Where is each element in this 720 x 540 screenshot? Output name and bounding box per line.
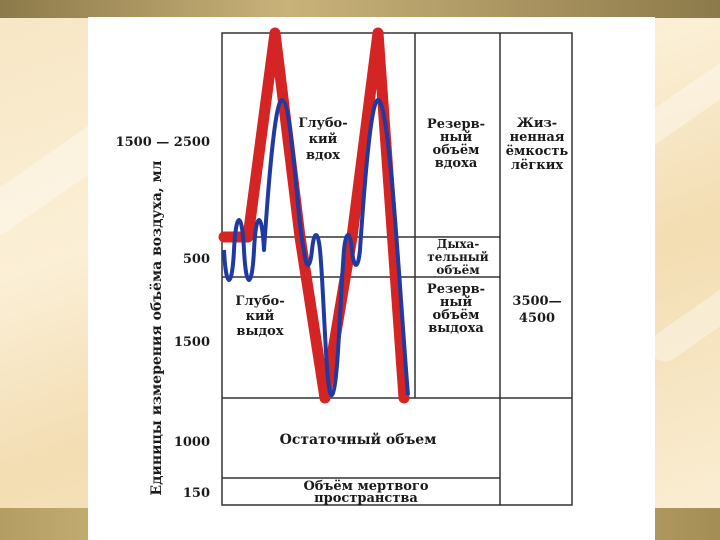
vital-capacity-label: Жиз- ненная ёмкость лёгких [506,116,569,173]
vital-capacity-value: 3500— 4500 [512,294,561,326]
svg-text:лёгких: лёгких [511,158,563,173]
svg-text:ёмкость: ёмкость [506,144,569,159]
svg-text:кий: кий [246,309,275,324]
grid-lines [221,32,573,506]
blue-curve [222,98,410,398]
svg-text:кий: кий [309,132,338,147]
scale-label: 1000 [174,435,210,450]
deep-exhale-label: Глубо- кий выдох [235,294,284,339]
svg-text:Глубо-: Глубо- [235,294,284,309]
svg-text:3500—: 3500— [512,294,561,309]
residual-volume-label: Остаточный объем [280,431,437,448]
svg-text:Жиз-: Жиз- [517,116,557,131]
tidal-volume-label: Дыха- тельный объём [427,237,488,277]
top-decor-band [0,0,720,18]
svg-text:объём: объём [433,308,480,323]
red-curve [218,27,410,404]
expiratory-reserve-label: Резерв- ный объём выдоха [427,282,485,336]
scale-label: 1500 [174,335,210,350]
svg-text:Резерв-: Резерв- [427,282,485,297]
svg-text:Дыха-: Дыха- [437,237,480,251]
deep-inhale-label: Глубо- кий вдох [298,116,347,163]
inspiratory-reserve-label: Резерв- ный объём вдоха [427,117,485,171]
dead-space-label: Объём мертвого пространства [303,479,428,506]
grid-frame [221,32,573,506]
svg-text:ненная: ненная [510,130,565,145]
svg-text:Глубо-: Глубо- [298,116,347,131]
svg-text:ный: ный [440,295,473,310]
svg-text:вдоха: вдоха [435,156,478,171]
svg-text:ный: ный [440,130,473,145]
svg-text:4500: 4500 [519,311,555,326]
svg-text:вдох: вдох [306,148,340,163]
svg-text:пространства: пространства [314,491,418,506]
svg-text:объём: объём [433,143,480,158]
svg-text:Резерв-: Резерв- [427,117,485,132]
scale-label: 500 [183,252,210,267]
svg-text:тельный: тельный [427,250,488,264]
svg-text:выдох: выдох [236,324,283,339]
svg-text:объём: объём [436,263,480,277]
svg-text:Объём мертвого: Объём мертвого [303,479,428,494]
svg-text:выдоха: выдоха [428,321,484,336]
scale-label: 1500 — 2500 [116,135,210,150]
scale-label: 150 [183,486,210,501]
y-axis-title: Единицы измерения объёма воздуха, мл [149,160,165,495]
